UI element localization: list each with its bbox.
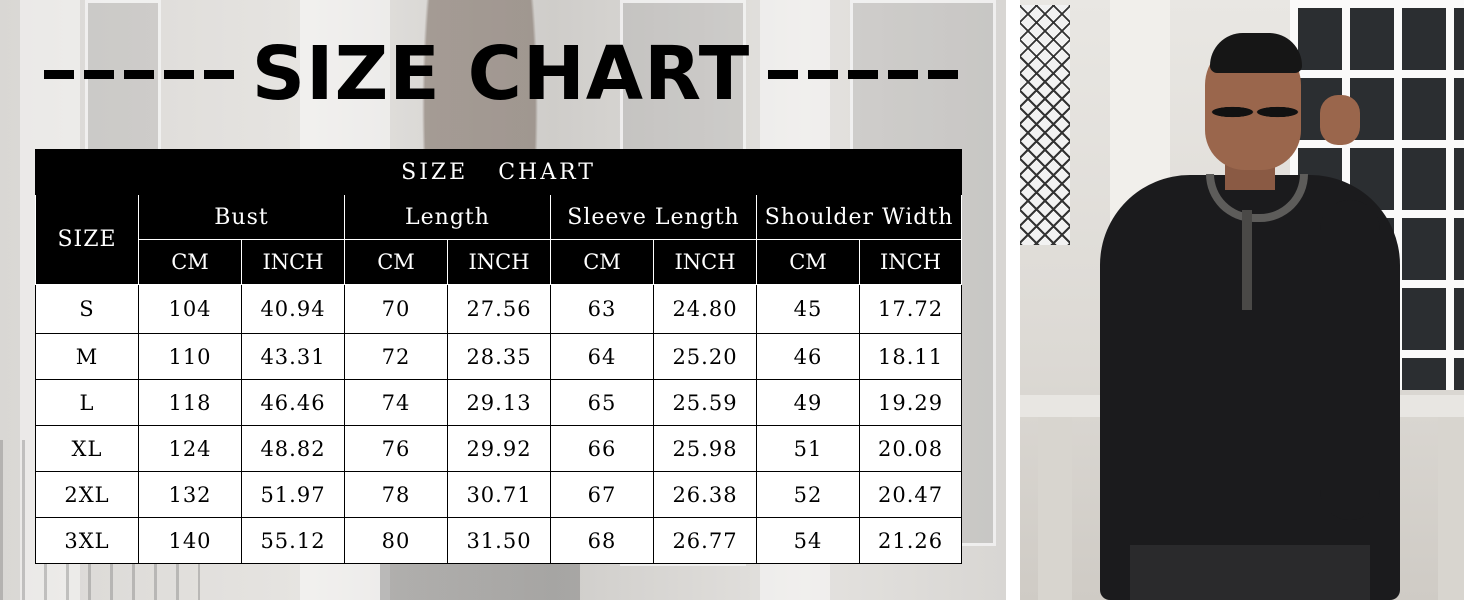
measurement-cell: 66 — [550, 425, 654, 472]
measurement-cell: 26.77 — [653, 517, 757, 564]
size-label-cell: XL — [35, 425, 139, 472]
measurement-cell: 64 — [550, 333, 654, 380]
unit-header: CM — [550, 239, 654, 285]
measurement-cell: 25.98 — [653, 425, 757, 472]
headline: SIZE CHART — [36, 26, 966, 122]
group-header-bust: Bust — [138, 194, 345, 240]
table-row: S 104 40.94 70 27.56 63 24.80 45 17.72 — [35, 284, 963, 334]
measurement-cell: 65 — [550, 379, 654, 426]
measurement-cell: 21.26 — [858, 517, 963, 564]
unit-header: CM — [138, 239, 242, 285]
measurement-cell: 110 — [138, 333, 242, 380]
measurement-cell: 80 — [344, 517, 448, 564]
measurement-cell: 70 — [344, 284, 448, 334]
measurement-cell: 68 — [550, 517, 654, 564]
measurement-cell: 104 — [138, 284, 242, 334]
measurement-cell: 43.31 — [241, 333, 345, 380]
measurement-cell: 49 — [756, 379, 860, 426]
group-header-length: Length — [344, 194, 551, 240]
group-header-shoulder-width: Shoulder Width — [755, 194, 963, 240]
size-label-cell: 3XL — [35, 517, 139, 564]
size-label-cell: M — [35, 333, 139, 380]
measurement-cell: 26.38 — [653, 471, 757, 518]
table-body: S 104 40.94 70 27.56 63 24.80 45 17.72 M 110 43.31 7… — [35, 284, 963, 564]
measurement-cell: 46 — [756, 333, 860, 380]
right-dash-divider — [768, 69, 959, 79]
unit-header: INCH — [653, 239, 757, 285]
measurement-cell: 63 — [550, 284, 654, 334]
measurement-cell: 45 — [756, 284, 860, 334]
table-row: 3XL 140 55.12 80 31.50 68 26.77 54 21.26 — [35, 517, 963, 564]
measurement-cell: 55.12 — [241, 517, 345, 564]
group-header-sleeve-length: Sleeve Length — [550, 194, 757, 240]
measurement-cell: 20.47 — [858, 471, 963, 518]
measurement-cell: 18.11 — [858, 333, 963, 380]
measurement-cell: 72 — [344, 333, 448, 380]
size-chart-table: SIZE CHART SIZE Bust Length Sleeve Lengt… — [34, 149, 963, 564]
table-row: 2XL 132 51.97 78 30.71 67 26.38 52 20.47 — [35, 471, 963, 518]
measurement-cell: 52 — [756, 471, 860, 518]
page-title: SIZE CHART — [251, 31, 751, 117]
size-label-cell: L — [35, 379, 139, 426]
size-column-header: SIZE — [35, 194, 139, 285]
table-row: M 110 43.31 72 28.35 64 25.20 46 18.11 — [35, 333, 963, 380]
measurement-cell: 30.71 — [447, 471, 551, 518]
size-label-cell: S — [35, 284, 139, 334]
measurement-cell: 27.56 — [447, 284, 551, 334]
table-row: L 118 46.46 74 29.13 65 25.59 49 19.29 — [35, 379, 963, 426]
measurement-cell: 76 — [344, 425, 448, 472]
unit-header: INCH — [858, 239, 963, 285]
measurement-cell: 31.50 — [447, 517, 551, 564]
measurement-cell: 67 — [550, 471, 654, 518]
measurement-cell: 132 — [138, 471, 242, 518]
measurement-cell: 17.72 — [858, 284, 963, 334]
measurement-cell: 118 — [138, 379, 242, 426]
measurement-cell: 48.82 — [241, 425, 345, 472]
size-label-cell: 2XL — [35, 471, 139, 518]
measurement-cell: 78 — [344, 471, 448, 518]
measurement-cell: 74 — [344, 379, 448, 426]
measurement-cell: 20.08 — [858, 425, 963, 472]
measurement-cell: 140 — [138, 517, 242, 564]
unit-header: CM — [756, 239, 860, 285]
measurement-cell: 46.46 — [241, 379, 345, 426]
measurement-cell: 51 — [756, 425, 860, 472]
measurement-cell: 40.94 — [241, 284, 345, 334]
unit-header: INCH — [447, 239, 551, 285]
measurement-cell: 28.35 — [447, 333, 551, 380]
measurement-cell: 19.29 — [858, 379, 963, 426]
measurement-cell: 29.92 — [447, 425, 551, 472]
unit-header: INCH — [241, 239, 345, 285]
measurement-cell: 24.80 — [653, 284, 757, 334]
measurement-cell: 51.97 — [241, 471, 345, 518]
measurement-cell: 54 — [756, 517, 860, 564]
table-row: XL 124 48.82 76 29.92 66 25.98 51 20.08 — [35, 425, 963, 472]
measurement-cell: 29.13 — [447, 379, 551, 426]
unit-header: CM — [344, 239, 448, 285]
table-title: SIZE CHART — [34, 149, 963, 195]
left-dash-divider — [43, 69, 234, 79]
measurement-cell: 25.20 — [653, 333, 757, 380]
model-photo — [1020, 0, 1464, 600]
measurement-cell: 25.59 — [653, 379, 757, 426]
measurement-cell: 124 — [138, 425, 242, 472]
